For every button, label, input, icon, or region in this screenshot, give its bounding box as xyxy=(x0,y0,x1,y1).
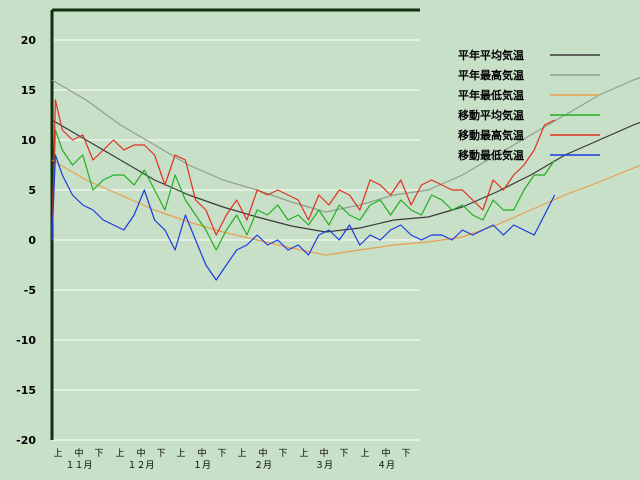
y-tick-label: -5 xyxy=(24,284,36,297)
x-tick-label: 中 xyxy=(258,447,267,459)
x-tick-label: 下 xyxy=(278,449,287,459)
y-tick-label: -15 xyxy=(16,384,36,397)
series-line xyxy=(51,129,556,251)
x-tick-label: 下 xyxy=(401,449,410,459)
legend-label: 移動最低気温 xyxy=(458,148,524,162)
x-month-label: １１月 xyxy=(65,460,92,471)
legend-label: 移動最高気温 xyxy=(458,128,524,142)
x-tick-label: 中 xyxy=(136,447,145,459)
y-tick-label: -20 xyxy=(16,434,36,447)
y-tick-label: 20 xyxy=(21,34,37,47)
x-tick-label: 中 xyxy=(381,447,390,459)
x-tick-label: 上 xyxy=(53,448,62,459)
series-line xyxy=(51,154,556,281)
series-line xyxy=(51,119,640,233)
x-tick-label: 中 xyxy=(74,447,83,459)
x-tick-label: 上 xyxy=(176,448,185,459)
legend-label: 平年平均気温 xyxy=(458,48,524,62)
legend-label: 移動平均気温 xyxy=(458,108,524,122)
legend-label: 平年最低気温 xyxy=(458,88,524,102)
x-tick-label: 上 xyxy=(237,448,246,459)
series-line xyxy=(51,159,640,256)
y-tick-label: -10 xyxy=(16,334,36,347)
x-tick-label: 中 xyxy=(319,447,328,459)
y-tick-label: 10 xyxy=(21,134,37,147)
x-month-label: ２月 xyxy=(254,460,272,471)
x-tick-label: 下 xyxy=(156,449,165,459)
series-line xyxy=(51,99,555,241)
x-tick-label: 下 xyxy=(94,449,103,459)
x-tick-label: 下 xyxy=(217,449,226,459)
x-month-label: １月 xyxy=(193,460,211,471)
series-lines xyxy=(51,77,640,281)
x-month-label: １２月 xyxy=(127,460,154,471)
x-tick-label: 中 xyxy=(197,447,206,459)
y-tick-label: 15 xyxy=(21,84,36,97)
legend-label: 平年最高気温 xyxy=(458,68,524,82)
y-tick-label: 5 xyxy=(28,184,36,197)
x-tick-label: 下 xyxy=(339,449,348,459)
x-tick-label: 上 xyxy=(299,448,308,459)
x-tick-label: 上 xyxy=(115,448,124,459)
x-month-label: ４月 xyxy=(377,460,395,471)
x-month-label: ３月 xyxy=(315,460,333,471)
x-tick-label: 上 xyxy=(360,448,369,459)
y-tick-label: 0 xyxy=(28,234,36,247)
